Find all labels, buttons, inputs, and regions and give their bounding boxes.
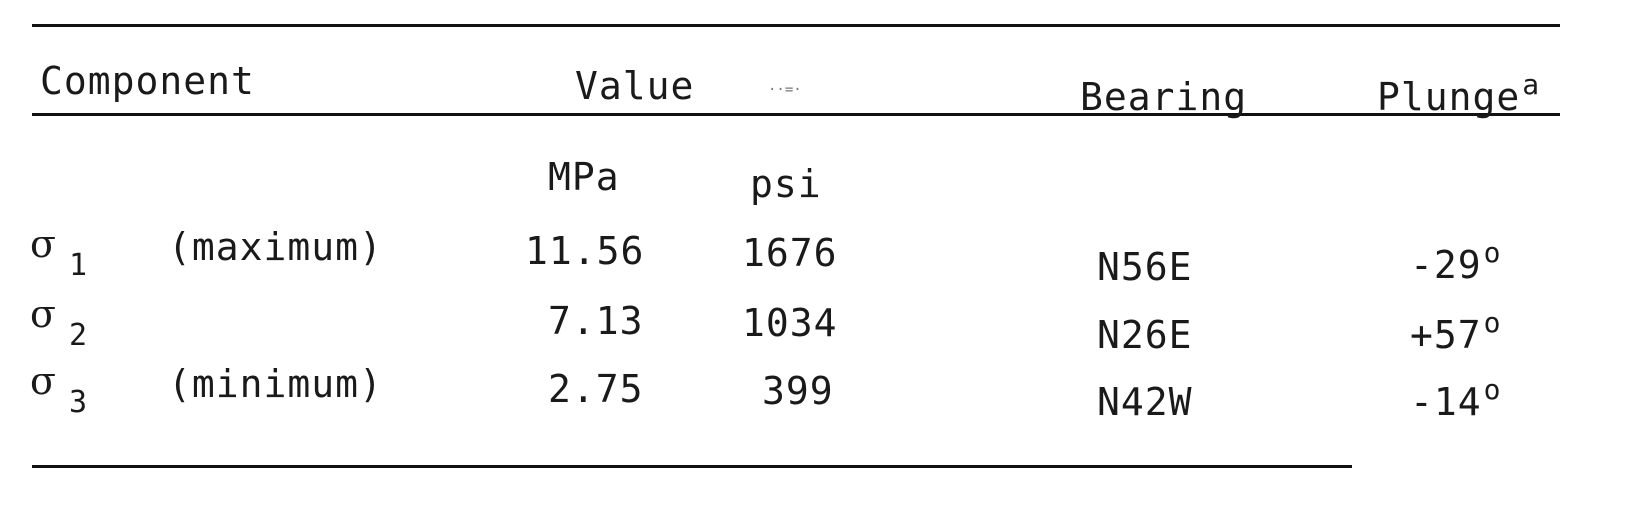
table-top-rule [32, 24, 1560, 27]
degree-symbol: o [1483, 373, 1502, 406]
row-mpa-value: 2.75 [548, 367, 644, 411]
row-qualifier: (maximum) [168, 225, 383, 269]
header-component: Component [40, 59, 255, 103]
row-plunge-value: -14 [1410, 380, 1482, 424]
degree-symbol: o [1483, 236, 1502, 269]
row-plunge: -29o [1410, 239, 1502, 287]
header-value: Value [575, 64, 695, 108]
header-plunge-label: Plunge [1377, 75, 1521, 119]
row-mpa-value: 7.13 [548, 299, 644, 343]
row-mpa-value: 11.56 [525, 229, 645, 273]
degree-symbol: o [1483, 306, 1502, 339]
sigma-subscript: 1 [68, 248, 89, 283]
sigma-symbol: σ [30, 359, 57, 403]
row-plunge: +57o [1410, 309, 1502, 357]
scan-speck: ··=· [768, 82, 802, 98]
row-bearing: N56E [1097, 245, 1193, 289]
sigma-subscript: 2 [68, 318, 89, 353]
header-plunge: Plungea [1377, 71, 1540, 119]
sigma-subscript: 3 [68, 385, 89, 420]
header-bearing: Bearing [1080, 75, 1248, 119]
row-psi-value: 1034 [742, 301, 838, 345]
sigma-symbol: σ [30, 292, 57, 336]
unit-psi: psi [750, 162, 822, 206]
sigma-symbol: σ [30, 222, 57, 266]
row-qualifier: (minimum) [168, 362, 383, 406]
row-plunge-value: -29 [1410, 243, 1482, 287]
unit-mpa: MPa [548, 155, 620, 199]
table-bottom-rule [32, 465, 1352, 468]
footnote-marker: a [1522, 68, 1541, 101]
row-plunge-value: +57 [1410, 313, 1482, 357]
row-psi-value: 1676 [742, 231, 838, 275]
header-bottom-rule [32, 113, 1560, 116]
row-bearing: N42W [1097, 380, 1193, 424]
row-psi-value: 399 [762, 369, 834, 413]
row-plunge: -14o [1410, 376, 1502, 424]
row-bearing: N26E [1097, 313, 1193, 357]
